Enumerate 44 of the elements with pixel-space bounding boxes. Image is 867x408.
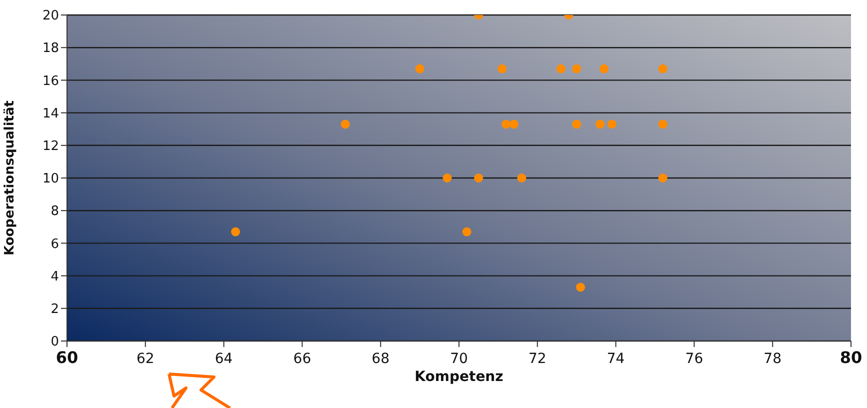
y-tick-label: 8 (50, 204, 59, 220)
y-axis-title: Kooperationsqualität (2, 100, 18, 256)
point (572, 64, 582, 74)
point (498, 64, 507, 74)
y-tick-label: 18 (42, 41, 59, 56)
point (658, 64, 668, 74)
point (462, 227, 472, 236)
y-tick-label: 12 (42, 139, 59, 154)
y-tick-label: 6 (50, 236, 59, 252)
point (517, 174, 526, 182)
point (556, 64, 566, 74)
y-tick-label: 2 (50, 302, 59, 318)
point (576, 282, 586, 292)
point (415, 64, 424, 74)
point (658, 174, 668, 182)
point (572, 120, 582, 129)
point (607, 120, 616, 129)
x-tick-label: 74 (606, 351, 625, 367)
x-tick-label: 68 (372, 351, 390, 367)
y-tick-label: 20 (42, 8, 59, 24)
x-tick-label: 72 (528, 351, 546, 367)
point (474, 174, 484, 182)
y-tick-label: 0 (50, 334, 59, 350)
y-tick-label: 14 (42, 106, 59, 122)
x-tick-label: 64 (214, 351, 233, 367)
y-tick-label: 10 (42, 172, 59, 187)
y-tick-label: 4 (50, 269, 59, 284)
y-tick-label: 16 (42, 74, 59, 89)
x-tick-label: 62 (136, 351, 154, 367)
point (231, 227, 240, 236)
x-tick-label: 66 (293, 351, 312, 367)
point (509, 120, 518, 129)
point (502, 120, 511, 129)
x-tick-label: 78 (764, 351, 782, 367)
point (658, 120, 668, 129)
x-tick-label: 70 (450, 351, 468, 367)
point (442, 174, 452, 182)
point (600, 64, 609, 74)
point (340, 120, 350, 129)
x-tick-label: 60 (56, 348, 78, 367)
x-axis-title: Kompetenz (414, 369, 504, 385)
x-tick-label: 76 (685, 351, 704, 367)
point (596, 120, 605, 129)
x-tick-label: 80 (840, 348, 862, 367)
